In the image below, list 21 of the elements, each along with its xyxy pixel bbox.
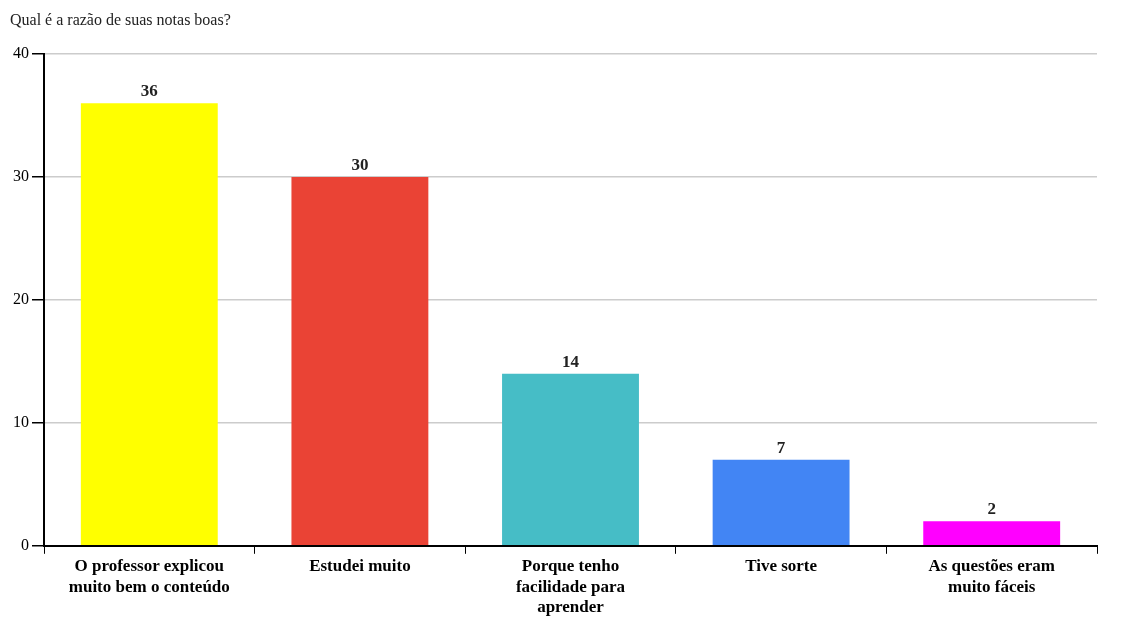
bar [923,521,1061,546]
data-label: 30 [351,154,369,174]
y-tick-label: 20 [13,290,29,308]
data-label: 7 [776,437,786,457]
y-tick-label: 0 [21,536,29,553]
x-tick-label: Tive sorte [745,556,818,576]
bar [712,459,850,546]
x-tick-label: Porque tenho facilidade para aprender [515,556,626,617]
y-tick-label: 40 [13,44,29,62]
x-tick-label: Estudei muito [309,556,411,576]
y-tick-label: 10 [13,413,29,431]
bar [80,103,218,546]
data-label: 2 [987,499,996,519]
chart-title: Qual é a razão de suas notas boas? [10,10,231,28]
data-label: 14 [562,351,580,371]
y-tick-label: 30 [13,167,29,185]
data-label: 36 [140,81,158,101]
x-tick-label: As questões eram muito fáceis [928,556,1055,596]
bar [502,373,639,546]
bar [291,177,429,546]
x-tick-label: O professor explicou muito bem o conteúdo [68,556,230,596]
